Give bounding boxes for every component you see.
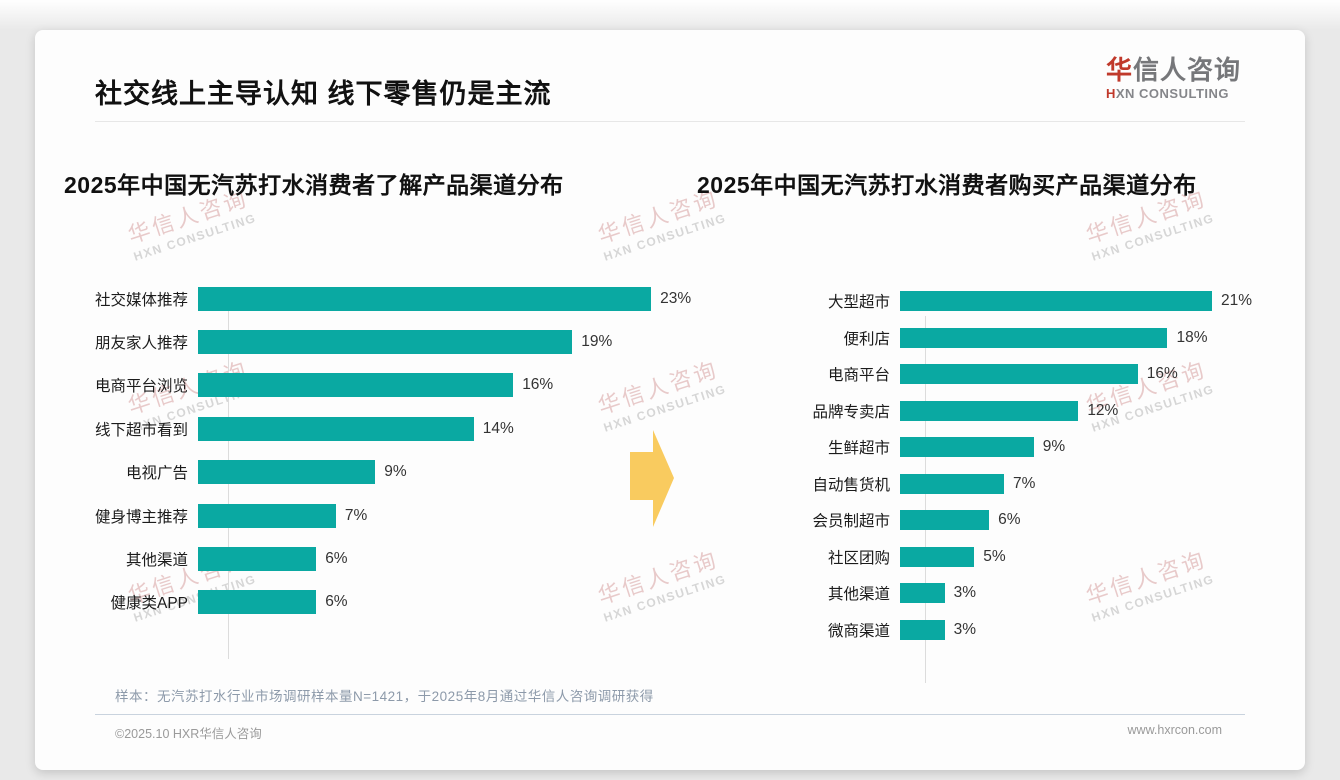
bar-row: 会员制超市 6% bbox=[798, 502, 1278, 539]
bar-row: 电商平台浏览 16% bbox=[76, 364, 676, 407]
bar-row: 电视广告 9% bbox=[76, 451, 676, 494]
website-text: www.hxrcon.com bbox=[1127, 723, 1222, 737]
bar bbox=[900, 583, 945, 604]
bar bbox=[198, 460, 376, 485]
transition-arrow-icon bbox=[630, 430, 674, 533]
bar-category-label: 大型超市 bbox=[827, 294, 890, 312]
brand-subtitle-rest: XN CONSULTING bbox=[1115, 85, 1230, 101]
copyright-text: ©2025.10 HXR华信人咨询 bbox=[115, 727, 262, 741]
bar-row: 线下超市看到 14% bbox=[76, 407, 676, 450]
bar-value-label: 3% bbox=[953, 584, 976, 602]
page-title: 社交线上主导认知 线下零售仍是主流 bbox=[95, 79, 552, 109]
bar bbox=[900, 364, 1138, 385]
bar-value-label: 12% bbox=[1087, 401, 1119, 419]
bar bbox=[198, 547, 317, 572]
bar-row: 电商平台 16% bbox=[798, 356, 1278, 393]
awareness-bar-chart: 社交媒体推荐 23% 朋友家人推荐 19% 电商平台浏览 16% 线下超市看到 14% 电视广告… bbox=[76, 277, 691, 624]
bar bbox=[900, 619, 945, 640]
bar-value-label: 7% bbox=[344, 506, 368, 524]
bar-row: 品牌专卖店 12% bbox=[798, 393, 1278, 430]
bar-value-label: 9% bbox=[384, 463, 407, 481]
bar-category-label: 其他渠道 bbox=[125, 552, 188, 570]
slide-card: 华信人咨询 HXN CONSULTING 华信人咨询 HXN CONSULTING 华信… bbox=[35, 30, 1305, 770]
chart-title-purchase: 2025年中国无汽苏打水消费者购买产品渠道分布 bbox=[697, 172, 1197, 198]
bar bbox=[198, 416, 474, 441]
bar-category-label: 自动售货机 bbox=[812, 476, 890, 494]
footer-divider bbox=[95, 714, 1245, 715]
bar-category-label: 社交媒体推荐 bbox=[94, 291, 188, 309]
bar-row: 便利店 18% bbox=[798, 320, 1278, 357]
brand-name-rest: 信人咨询 bbox=[1132, 55, 1241, 85]
bar-value-label: 6% bbox=[325, 593, 348, 611]
bar-value-label: 19% bbox=[581, 333, 613, 351]
bar-category-label: 微商渠道 bbox=[827, 622, 890, 640]
bar-category-label: 电商平台浏览 bbox=[94, 378, 188, 396]
bar-value-label: 16% bbox=[1146, 365, 1178, 383]
bar-row: 朋友家人推荐 19% bbox=[76, 320, 676, 363]
bar bbox=[900, 400, 1079, 421]
bar-category-label: 电商平台 bbox=[827, 367, 890, 385]
bar-row: 生鲜超市 9% bbox=[798, 429, 1278, 466]
bar-category-label: 社区团购 bbox=[827, 549, 890, 567]
header-divider bbox=[95, 121, 1245, 122]
bar-value-label: 18% bbox=[1176, 328, 1208, 346]
bar-row: 微商渠道 3% bbox=[798, 612, 1278, 649]
purchase-bar-chart: 大型超市 21% 便利店 18% 电商平台 16% 品牌专卖店 12% 生鲜超市 9% 自动售货机 7… bbox=[798, 283, 1278, 648]
bar bbox=[198, 503, 336, 528]
bar-row: 社交媒体推荐 23% bbox=[76, 277, 691, 320]
bar bbox=[198, 286, 652, 311]
brand-subtitle: HXN CONSULTING bbox=[1105, 85, 1241, 101]
bar-category-label: 电视广告 bbox=[125, 465, 188, 483]
bar bbox=[198, 373, 514, 398]
brand-logo: 华信人咨询 HXN CONSULTING bbox=[1106, 56, 1241, 101]
brand-name: 华信人咨询 bbox=[1106, 56, 1241, 85]
bar-category-label: 其他渠道 bbox=[827, 586, 890, 604]
bar-row: 社区团购 5% bbox=[798, 539, 1278, 576]
bar bbox=[900, 546, 975, 567]
bar-row: 健康类APP 6% bbox=[76, 581, 676, 624]
chart-title-awareness: 2025年中国无汽苏打水消费者了解产品渠道分布 bbox=[64, 172, 564, 198]
bar-category-label: 健康类APP bbox=[110, 595, 188, 613]
bar-category-label: 线下超市看到 bbox=[94, 421, 188, 439]
bar-category-label: 品牌专卖店 bbox=[812, 403, 890, 421]
bar bbox=[198, 590, 317, 615]
bar-value-label: 5% bbox=[983, 547, 1006, 565]
bar-row: 其他渠道 6% bbox=[76, 537, 676, 580]
bar bbox=[900, 291, 1213, 312]
bar-value-label: 6% bbox=[325, 550, 348, 568]
left-chart-axis-line bbox=[228, 311, 229, 659]
sample-note: 样本：无汽苏打水行业市场调研样本量N=1421，于2025年8月通过华信人咨询调… bbox=[115, 689, 654, 704]
right-chart-axis-line bbox=[925, 316, 926, 683]
brand-subtitle-accent: H bbox=[1105, 85, 1116, 101]
bar-value-label: 16% bbox=[522, 376, 554, 394]
bar-row: 自动售货机 7% bbox=[798, 466, 1278, 503]
bar-category-label: 便利店 bbox=[843, 330, 890, 348]
bar bbox=[900, 510, 990, 531]
bar-category-label: 生鲜超市 bbox=[827, 440, 890, 458]
bar-value-label: 9% bbox=[1042, 438, 1066, 456]
bar bbox=[900, 473, 1005, 494]
bar-value-label: 21% bbox=[1221, 292, 1253, 310]
bar-row: 大型超市 21% bbox=[798, 283, 1278, 320]
bar-category-label: 朋友家人推荐 bbox=[94, 335, 188, 353]
bar-category-label: 会员制超市 bbox=[812, 513, 890, 531]
bar-value-label: 3% bbox=[953, 620, 976, 638]
bar bbox=[198, 330, 573, 355]
bar bbox=[900, 437, 1034, 458]
bar-row: 其他渠道 3% bbox=[798, 575, 1278, 612]
bar-value-label: 23% bbox=[660, 289, 692, 307]
brand-name-accent: 华 bbox=[1105, 55, 1133, 85]
bar-value-label: 14% bbox=[482, 419, 514, 437]
bar bbox=[900, 327, 1168, 348]
bar-row: 健身博主推荐 7% bbox=[76, 494, 676, 537]
bar-category-label: 健身博主推荐 bbox=[94, 508, 188, 526]
bar-value-label: 6% bbox=[998, 511, 1021, 529]
bar-value-label: 7% bbox=[1013, 474, 1036, 492]
